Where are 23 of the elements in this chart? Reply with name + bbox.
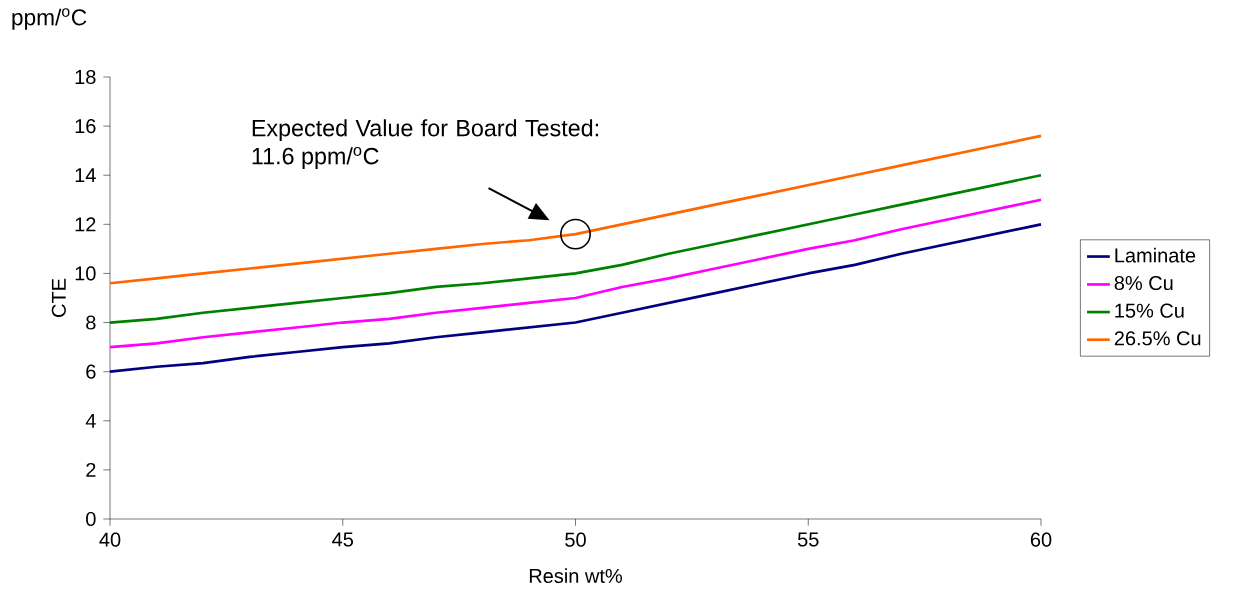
legend-label: 15% Cu [1115,303,1184,318]
y-tick-label: 8 [86,315,96,330]
y-tick-label: 10 [75,266,96,281]
annotation: Expected Value for Board Tested: 11.6 ppm/$^{o}$C [252,119,599,170]
y-tick-label: 2 [86,462,96,477]
y-tick-label: 16 [75,119,96,134]
y-tick-label: 18 [75,69,96,85]
legend-label: 26.5% Cu [1114,331,1201,346]
y-tick-label: 12 [75,217,96,232]
y-tick-label: 6 [86,364,96,379]
legend-label: 8% Cu [1114,275,1173,291]
legend-label: Laminate [1115,247,1196,263]
x-tick-label: 50 [565,532,586,547]
x-tick-label: 60 [1030,532,1052,547]
x-tick-label: 55 [797,532,819,547]
text: ppm/$^{o}$C [12,8,87,30]
x-tick-label: 40 [99,532,121,547]
y-tick-label: 4 [85,413,96,428]
y-axis-title: CTE [51,278,66,317]
y-tick-label: 14 [75,168,96,183]
y-tick-label: 0 [86,511,96,527]
x-tick-label: 45 [332,532,354,547]
x-axis-title: Resin wt% [529,568,622,584]
